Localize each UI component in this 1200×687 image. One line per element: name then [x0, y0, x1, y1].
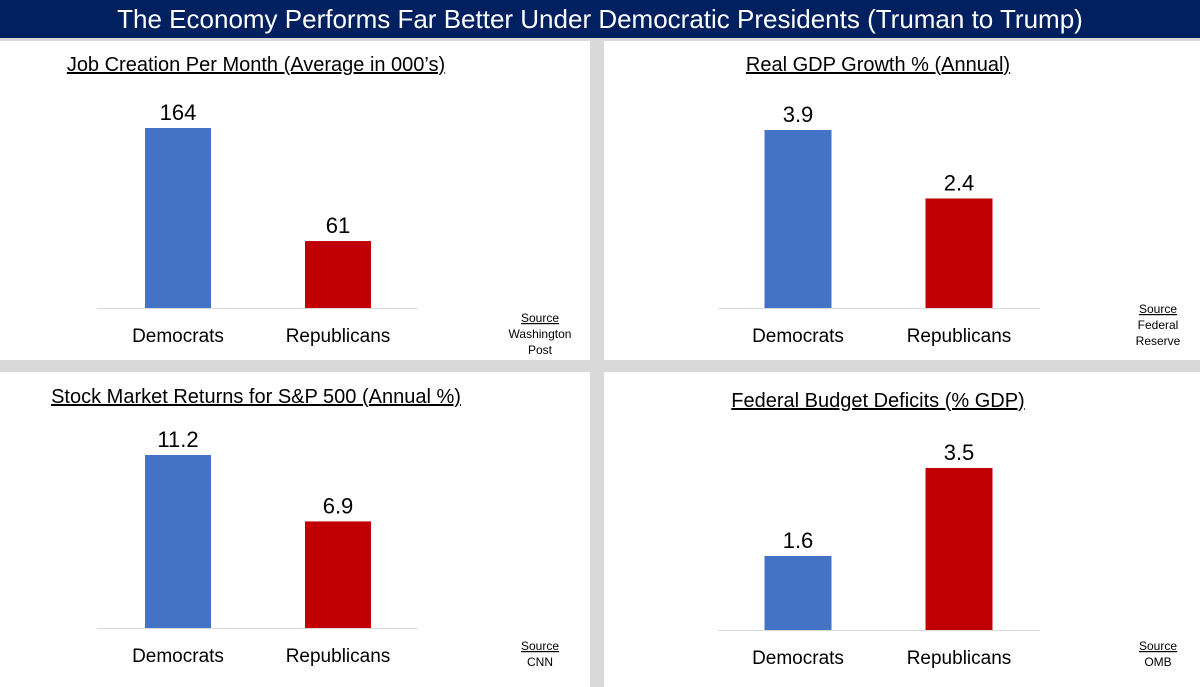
source-text: Federal: [1138, 318, 1179, 332]
category-label-democrats: Democrats: [132, 646, 224, 667]
category-label-republicans: Republicans: [286, 326, 391, 347]
bar-democrats: [145, 455, 211, 628]
bar-democrats: [145, 128, 211, 308]
category-label-republicans: Republicans: [286, 646, 391, 667]
category-label-democrats: Democrats: [752, 648, 844, 669]
source-text: Reserve: [1136, 334, 1181, 348]
source-heading: Source: [521, 311, 559, 325]
source-heading: Source: [521, 639, 559, 653]
data-label-republicans: 3.5: [944, 440, 975, 465]
category-label-republicans: Republicans: [907, 326, 1012, 347]
chart-panel-gdp-growth: Real GDP Growth % (Annual) 3.9 Democrats 2.…: [604, 41, 1200, 360]
bar-democrats: [764, 555, 832, 630]
data-label-republicans: 2.4: [944, 170, 975, 195]
source-text: Washington: [509, 327, 572, 341]
gdp-growth-chart: Real GDP Growth % (Annual) 3.9 Democrats 2.…: [718, 54, 1181, 348]
source-heading: Source: [1139, 639, 1177, 653]
chart-panel-job-creation: Job Creation Per Month (Average in 000’s…: [0, 41, 590, 360]
page-title: The Economy Performs Far Better Under De…: [0, 0, 1200, 38]
category-label-democrats: Democrats: [132, 326, 224, 347]
bar-republicans: [305, 241, 371, 308]
chart-panel-budget-deficits: Federal Budget Deficits (% GDP) 1.6 Democr…: [604, 372, 1200, 687]
stock-returns-chart: Stock Market Returns for S&P 500 (Annual…: [51, 386, 559, 669]
source-text: CNN: [527, 655, 553, 669]
data-label-republicans: 6.9: [323, 493, 354, 518]
source-heading: Source: [1139, 302, 1177, 316]
job-creation-chart: Job Creation Per Month (Average in 000’s…: [67, 54, 572, 357]
chart-panel-stock-returns: Stock Market Returns for S&P 500 (Annual…: [0, 372, 590, 687]
bar-democrats: [764, 130, 832, 308]
chart-title: Real GDP Growth % (Annual): [746, 54, 1010, 76]
chart-title: Job Creation Per Month (Average in 000’s…: [67, 54, 445, 76]
bar-republicans: [925, 468, 993, 630]
source-text: Post: [528, 343, 553, 357]
bar-republicans: [925, 198, 993, 308]
budget-deficits-chart: Federal Budget Deficits (% GDP) 1.6 Democr…: [718, 390, 1177, 669]
bar-republicans: [305, 521, 371, 628]
chart-title: Stock Market Returns for S&P 500 (Annual…: [51, 386, 461, 408]
data-label-republicans: 61: [326, 213, 350, 238]
data-label-democrats: 1.6: [783, 528, 814, 553]
category-label-republicans: Republicans: [907, 648, 1012, 669]
source-text: OMB: [1144, 655, 1171, 669]
category-label-democrats: Democrats: [752, 326, 844, 347]
chart-title: Federal Budget Deficits (% GDP): [731, 390, 1024, 412]
data-label-democrats: 3.9: [783, 102, 814, 127]
data-label-democrats: 164: [160, 100, 197, 125]
data-label-democrats: 11.2: [157, 427, 198, 452]
